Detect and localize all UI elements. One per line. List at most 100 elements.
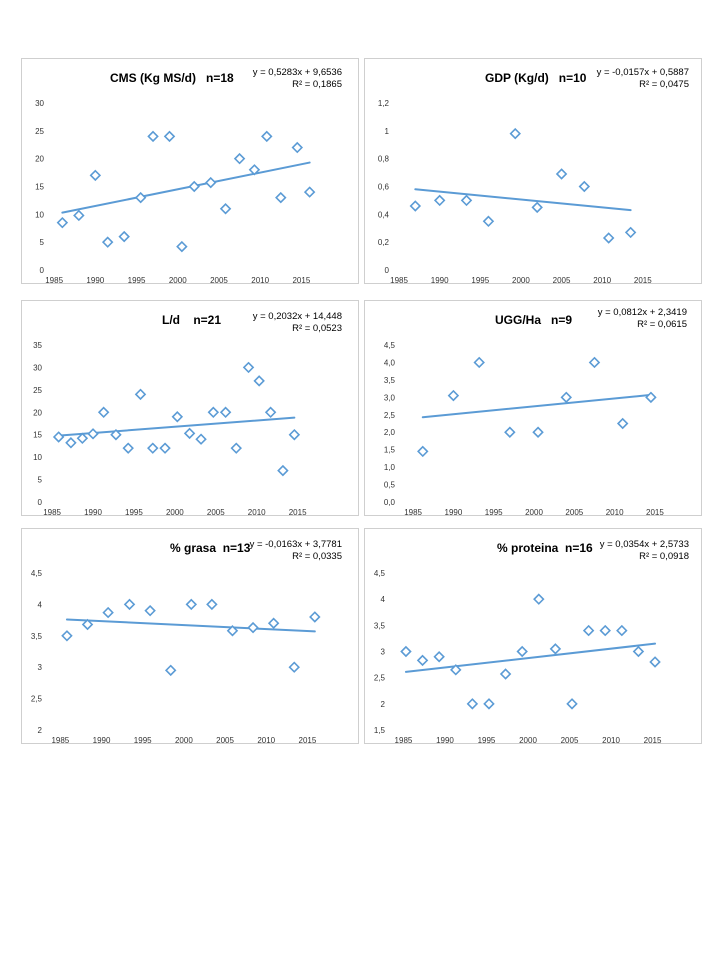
y-tick-label: 0,0 bbox=[384, 498, 396, 507]
data-point-marker bbox=[163, 130, 176, 143]
y-tick-label: 0 bbox=[385, 266, 390, 275]
data-point-marker bbox=[230, 442, 242, 454]
trend-equation: y = -0,0157x + 0,5887 bbox=[596, 67, 689, 78]
scatter-plot: 1,5 2 2,5 3 3,5 4 4,5 1985 1990 1995 2000 2005 2010 2… bbox=[374, 569, 662, 745]
data-point-marker bbox=[277, 464, 289, 477]
data-point-marker bbox=[56, 216, 69, 229]
data-point-marker bbox=[134, 191, 147, 204]
y-tick-label: 4,5 bbox=[384, 341, 396, 350]
y-tick-label: 5 bbox=[38, 476, 43, 485]
data-point-marker bbox=[309, 611, 321, 623]
data-point-marker bbox=[499, 668, 512, 680]
y-tick-label: 2 bbox=[38, 726, 43, 735]
data-point-marker bbox=[89, 169, 102, 182]
y-tick-label: 2,5 bbox=[374, 674, 386, 683]
data-point-marker bbox=[159, 442, 171, 454]
data-point-marker bbox=[147, 442, 159, 454]
data-point-marker bbox=[409, 200, 422, 212]
chart-title: UGG/Ha n=9 bbox=[495, 313, 573, 327]
data-point-marker bbox=[632, 645, 645, 658]
y-tick-label: 0,8 bbox=[378, 155, 390, 164]
y-tick-label: 3,5 bbox=[31, 632, 43, 641]
data-point-marker bbox=[275, 191, 287, 204]
y-tick-label: 1,0 bbox=[384, 463, 396, 472]
x-tick-label: 2015 bbox=[644, 736, 662, 745]
x-tick-label: 1985 bbox=[43, 508, 61, 517]
data-point-marker bbox=[616, 624, 628, 637]
trend-equation: y = 0,0354x + 2,5733 bbox=[599, 539, 689, 550]
data-point-marker bbox=[624, 226, 637, 239]
chart-title: % grasa n=13 bbox=[170, 541, 251, 555]
x-tick-label: 1990 bbox=[93, 736, 111, 745]
x-tick-label: 1995 bbox=[485, 508, 503, 517]
trend-line bbox=[61, 161, 311, 214]
data-point-marker bbox=[599, 624, 611, 637]
data-point-marker bbox=[649, 656, 661, 668]
data-point-marker bbox=[531, 201, 543, 214]
x-tick-label: 2005 bbox=[561, 736, 579, 745]
data-point-marker bbox=[81, 618, 94, 631]
data-point-marker bbox=[417, 445, 429, 458]
x-tick-label: 2015 bbox=[646, 508, 664, 517]
data-point-marker bbox=[516, 645, 528, 658]
x-tick-label: 2000 bbox=[519, 736, 537, 745]
trend-line bbox=[421, 393, 652, 419]
data-point-marker bbox=[578, 180, 591, 193]
data-point-marker bbox=[264, 406, 277, 419]
x-tick-label: 2000 bbox=[166, 508, 184, 517]
x-tick-label: 1990 bbox=[445, 508, 463, 517]
data-point-marker bbox=[616, 417, 629, 430]
x-tick-label: 2000 bbox=[512, 276, 530, 285]
trend-r2: R² = 0,0523 bbox=[292, 323, 342, 334]
y-tick-label: 2,0 bbox=[384, 428, 396, 437]
y-tick-label: 3,5 bbox=[374, 621, 386, 630]
y-tick-label: 0,6 bbox=[378, 183, 390, 192]
data-point-marker bbox=[185, 598, 198, 611]
x-tick-label: 2010 bbox=[606, 508, 624, 517]
data-point-marker bbox=[61, 630, 73, 642]
x-tick-label: 1995 bbox=[125, 508, 143, 517]
data-point-marker bbox=[206, 598, 218, 611]
data-point-marker bbox=[207, 406, 220, 419]
x-tick-label: 1990 bbox=[84, 508, 102, 517]
data-point-marker bbox=[183, 427, 196, 440]
data-point-marker bbox=[582, 624, 595, 637]
chart-title: L/d n=21 bbox=[162, 313, 222, 327]
y-tick-label: 2 bbox=[381, 700, 386, 709]
scatter-plot: 0,0 0,5 1,0 1,5 2,0 2,5 3,0 3,5 4,0 4,5 1985 1990 19… bbox=[384, 341, 665, 517]
data-point-marker bbox=[532, 426, 544, 438]
data-point-marker bbox=[233, 152, 246, 165]
data-point-marker bbox=[123, 598, 136, 611]
data-point-marker bbox=[261, 130, 273, 143]
x-tick-label: 1990 bbox=[436, 736, 454, 745]
y-tick-label: 0 bbox=[38, 498, 43, 507]
data-point-marker bbox=[645, 391, 657, 404]
x-tick-label: 2010 bbox=[602, 736, 620, 745]
y-tick-label: 1 bbox=[385, 127, 390, 136]
data-point-marker bbox=[247, 621, 259, 634]
data-point-marker bbox=[416, 654, 429, 667]
data-point-marker bbox=[566, 698, 578, 710]
y-tick-label: 1,5 bbox=[374, 726, 386, 735]
data-point-marker bbox=[400, 645, 412, 658]
chart-panel-ld: L/d n=21 y = 0,2032x + 14,448 R² = 0,052… bbox=[21, 300, 359, 517]
data-point-marker bbox=[450, 664, 462, 676]
y-tick-label: 3 bbox=[38, 663, 43, 672]
x-tick-label: 2000 bbox=[525, 508, 543, 517]
data-point-marker bbox=[248, 164, 261, 176]
y-tick-label: 2,5 bbox=[31, 695, 43, 704]
data-point-marker bbox=[204, 176, 217, 189]
trend-equation: y = 0,5283x + 9,6536 bbox=[252, 67, 342, 78]
trend-equation: y = 0,0812x + 2,3419 bbox=[597, 307, 687, 318]
x-tick-label: 2000 bbox=[175, 736, 193, 745]
y-tick-label: 30 bbox=[35, 99, 44, 108]
y-tick-label: 4,5 bbox=[374, 569, 386, 578]
chart-panel-cms: CMS (Kg MS/d) n=18 y = 0,5283x + 9,6536 … bbox=[21, 58, 359, 285]
x-tick-label: 1995 bbox=[128, 276, 146, 285]
data-point-marker bbox=[76, 432, 89, 445]
x-tick-label: 1990 bbox=[431, 276, 449, 285]
x-tick-label: 1985 bbox=[45, 276, 63, 285]
x-tick-label: 2010 bbox=[593, 276, 611, 285]
data-point-marker bbox=[176, 240, 188, 253]
y-tick-label: 35 bbox=[33, 341, 42, 350]
